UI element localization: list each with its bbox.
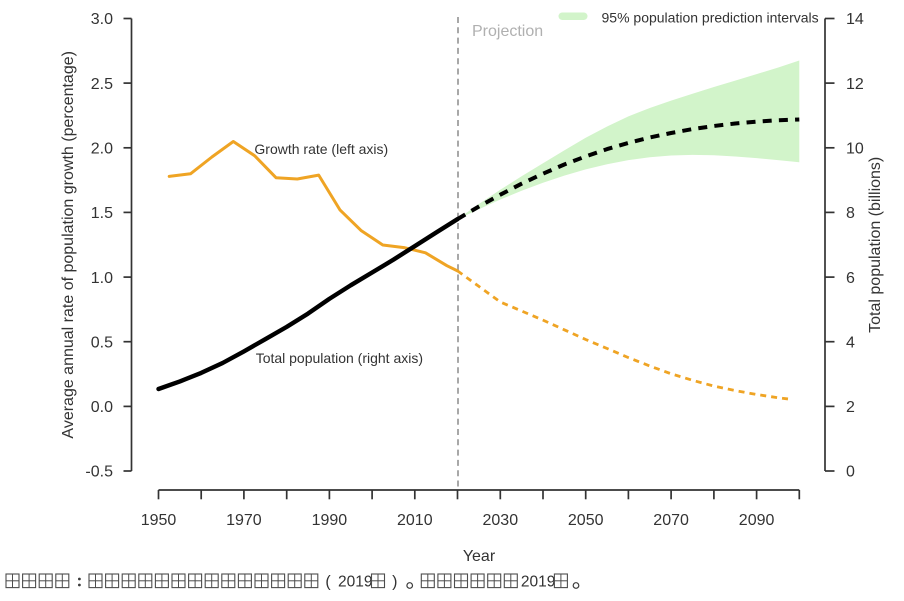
svg-text:2.0: 2.0 (91, 141, 113, 158)
svg-text:2010: 2010 (397, 512, 433, 529)
svg-text:1950: 1950 (141, 512, 177, 529)
svg-text:0.0: 0.0 (91, 399, 113, 416)
svg-text:0.5: 0.5 (91, 334, 113, 351)
svg-text:3.0: 3.0 (91, 11, 113, 28)
svg-text:95% population prediction inte: 95% population prediction intervals (602, 10, 819, 26)
svg-text:-0.5: -0.5 (85, 464, 113, 481)
svg-text:6: 6 (846, 270, 855, 287)
svg-text:1970: 1970 (226, 512, 262, 529)
svg-text:Growth rate (left axis): Growth rate (left axis) (254, 141, 388, 157)
svg-text:1.0: 1.0 (91, 270, 113, 287)
svg-text:2030: 2030 (483, 512, 519, 529)
svg-text:14: 14 (846, 11, 864, 28)
svg-text:Total population (billions): Total population (billions) (867, 157, 884, 333)
svg-text:Year: Year (463, 548, 496, 565)
svg-text:1990: 1990 (312, 512, 348, 529)
svg-text:12: 12 (846, 76, 864, 93)
svg-text:Average annual rate of populat: Average annual rate of population growth… (60, 51, 77, 439)
svg-text:2: 2 (846, 399, 855, 416)
svg-text:2090: 2090 (739, 512, 775, 529)
svg-text:2019: 2019 (338, 573, 372, 590)
svg-text:2.5: 2.5 (91, 76, 113, 93)
svg-text:2070: 2070 (653, 512, 689, 529)
svg-text:2050: 2050 (568, 512, 604, 529)
svg-text:(: ( (325, 573, 331, 590)
svg-text:Total population (right axis): Total population (right axis) (256, 350, 423, 366)
svg-text:8: 8 (846, 205, 855, 222)
svg-text:Projection: Projection (472, 23, 543, 40)
svg-text:): ) (392, 573, 397, 590)
svg-text:4: 4 (846, 334, 855, 351)
svg-text:0: 0 (846, 464, 855, 481)
svg-text:2019: 2019 (521, 573, 555, 590)
svg-text:10: 10 (846, 141, 864, 158)
svg-text:1.5: 1.5 (91, 205, 113, 222)
